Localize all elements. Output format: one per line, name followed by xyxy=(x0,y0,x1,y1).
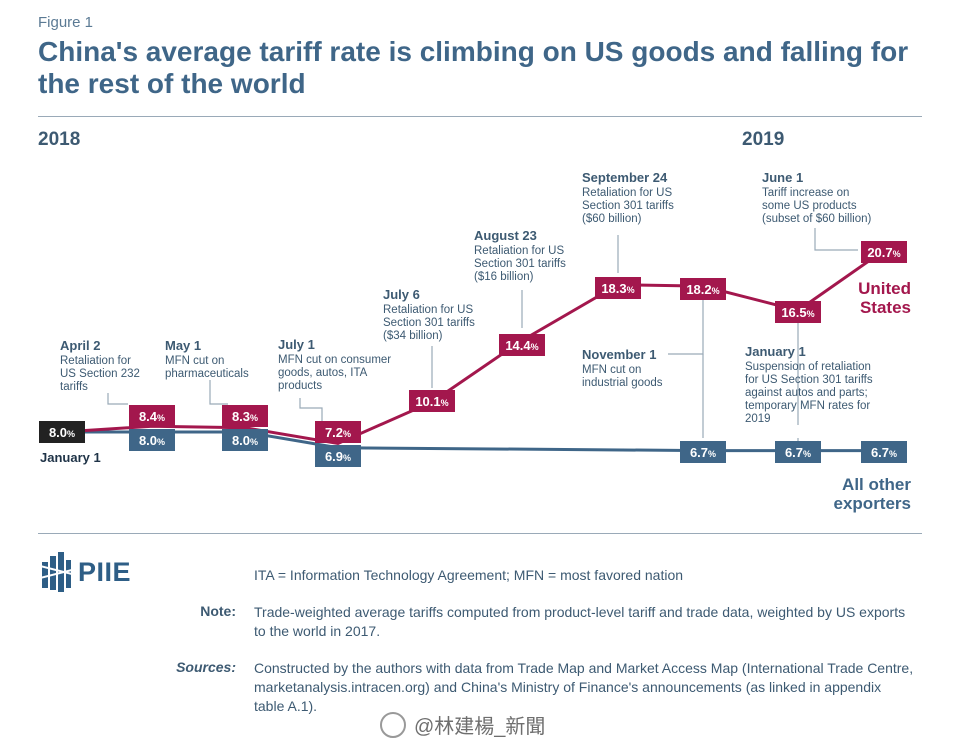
us-point-2-label: 7.2% xyxy=(325,425,351,440)
year-label-2019: 2019 xyxy=(742,129,784,150)
annotation-4-date: August 23 xyxy=(474,228,537,243)
annotation-3-line-2: ($34 billion) xyxy=(383,330,443,342)
piie-logo: PIIE xyxy=(40,552,131,592)
us-point-3-box xyxy=(409,390,455,412)
us-point-8-box xyxy=(861,241,907,263)
legend-us-line-1: States xyxy=(860,298,911,317)
annotation-5-date: September 24 xyxy=(582,170,668,185)
annotation-4-line-0: Retaliation for US xyxy=(474,245,564,257)
annotation-0-line-2: tariffs xyxy=(60,381,88,393)
others-point-3-label: 6.7% xyxy=(690,445,716,460)
annotation-6-line-1: industrial goods xyxy=(582,377,663,389)
annotation-8-line-2: (subset of $60 billion) xyxy=(762,213,871,225)
annotation-2-leader xyxy=(299,398,323,424)
us-point-0-box xyxy=(129,405,175,427)
annotation-0-date: April 2 xyxy=(60,338,100,353)
annotation-1-line-1: pharmaceuticals xyxy=(165,368,249,380)
others-point-1-box xyxy=(222,429,268,451)
us-point-5-label: 18.3% xyxy=(601,281,634,296)
legend-others-line-0: All other xyxy=(842,475,911,494)
us-point-7-box xyxy=(775,301,821,323)
others-point-0-box xyxy=(129,429,175,451)
us-point-6-label: 18.2% xyxy=(686,282,719,297)
annotation-8-date: June 1 xyxy=(762,170,803,185)
annotation-6-date: November 1 xyxy=(582,347,656,362)
watermark: @林建楊_新聞 xyxy=(380,710,545,739)
annotation-2-date: July 1 xyxy=(278,337,315,352)
figure-label: Figure 1 xyxy=(38,14,94,31)
annotation-1-line-0: MFN cut on xyxy=(165,355,224,367)
series-line-others xyxy=(62,430,884,453)
us-point-4-label: 14.4% xyxy=(505,338,538,353)
annotation-6-leader xyxy=(668,300,704,355)
annotation-2-line-2: products xyxy=(278,380,322,392)
annotation-3-line-0: Retaliation for US xyxy=(383,304,473,316)
us-point-3-label: 10.1% xyxy=(415,394,448,409)
note-text: Trade-weighted average tariffs computed … xyxy=(254,604,906,639)
us-point-5-box xyxy=(595,277,641,299)
series-line-us xyxy=(61,249,885,445)
annotation-8-line-1: some US products xyxy=(762,200,857,212)
annotation-7-line-2: against autos and parts; xyxy=(745,387,868,399)
top-divider xyxy=(38,116,922,117)
us-point-1-box xyxy=(222,405,268,427)
annotation-4-line-1: Section 301 tariffs xyxy=(474,258,566,270)
annotation-7-line-4: 2019 xyxy=(745,413,771,425)
annotation-8-line-0: Tariff increase on xyxy=(762,187,849,199)
piie-logo-icon xyxy=(40,552,72,592)
piie-logo-text: PIIE xyxy=(78,556,132,587)
annotation-6-line-0: MFN cut on xyxy=(582,364,641,376)
annotation-5-line-0: Retaliation for US xyxy=(582,187,672,199)
watermark-logo-icon xyxy=(380,711,406,738)
start-point-label: 8.0% xyxy=(49,425,75,440)
others-point-4-box xyxy=(775,441,821,463)
others-point-1-label: 8.0% xyxy=(232,433,258,448)
legend-others-line-1: exporters xyxy=(834,494,911,513)
annotation-5-line-1: Section 301 tariffs xyxy=(582,200,674,212)
annotation-4-line-2: ($16 billion) xyxy=(474,271,534,283)
annotation-2-line-1: goods, autos, ITA xyxy=(278,367,368,379)
us-point-7-label: 16.5% xyxy=(781,305,814,320)
us-point-8-label: 20.7% xyxy=(867,245,900,260)
annotation-1-leader xyxy=(209,380,228,405)
year-label-2018: 2018 xyxy=(38,129,80,150)
bottom-divider xyxy=(38,533,922,534)
annotation-7-line-3: temporary MFN rates for xyxy=(745,400,870,412)
annotation-3-line-1: Section 301 tariffs xyxy=(383,317,475,329)
watermark-text: @林建楊_新聞 xyxy=(414,716,546,738)
abbreviations: ITA = Information Technology Agreement; … xyxy=(254,567,684,583)
sources-label: Sources: xyxy=(176,659,236,675)
us-point-1-label: 8.3% xyxy=(232,409,258,424)
others-point-5-box xyxy=(861,441,907,463)
others-point-2-box xyxy=(315,445,361,467)
us-point-6-box xyxy=(680,278,726,300)
chart-title: China's average tariff rate is climbing … xyxy=(38,36,909,99)
others-point-4-label: 6.7% xyxy=(785,445,811,460)
annotation-7-date: January 1 xyxy=(745,344,806,359)
others-point-3-box xyxy=(680,441,726,463)
us-point-4-box xyxy=(499,334,545,356)
us-point-0-label: 8.4% xyxy=(139,409,165,424)
annotation-0-line-1: US Section 232 xyxy=(60,368,140,380)
start-point-box xyxy=(39,421,85,443)
annotation-7-line-0: Suspension of retaliation xyxy=(745,361,871,373)
others-point-2-label: 6.9% xyxy=(325,449,351,464)
others-point-5-label: 6.7% xyxy=(871,445,897,460)
annotation-1-date: May 1 xyxy=(165,338,201,353)
annotation-2-line-0: MFN cut on consumer xyxy=(278,354,391,366)
annotation-0-line-0: Retaliation for xyxy=(60,355,131,367)
annotation-3-date: July 6 xyxy=(383,287,420,302)
annotation-5-line-2: ($60 billion) xyxy=(582,213,642,225)
annotation-0-leader xyxy=(107,393,128,405)
start-point-date: January 1 xyxy=(40,450,101,465)
sources-text: Constructed by the authors with data fro… xyxy=(254,660,914,714)
legend-us-line-0: United xyxy=(858,279,911,298)
others-point-0-label: 8.0% xyxy=(139,433,165,448)
us-point-2-box xyxy=(315,421,361,443)
note-label: Note: xyxy=(200,603,236,619)
annotation-7-line-1: for US Section 301 tariffs xyxy=(745,374,873,386)
annotation-8-leader xyxy=(814,228,858,251)
